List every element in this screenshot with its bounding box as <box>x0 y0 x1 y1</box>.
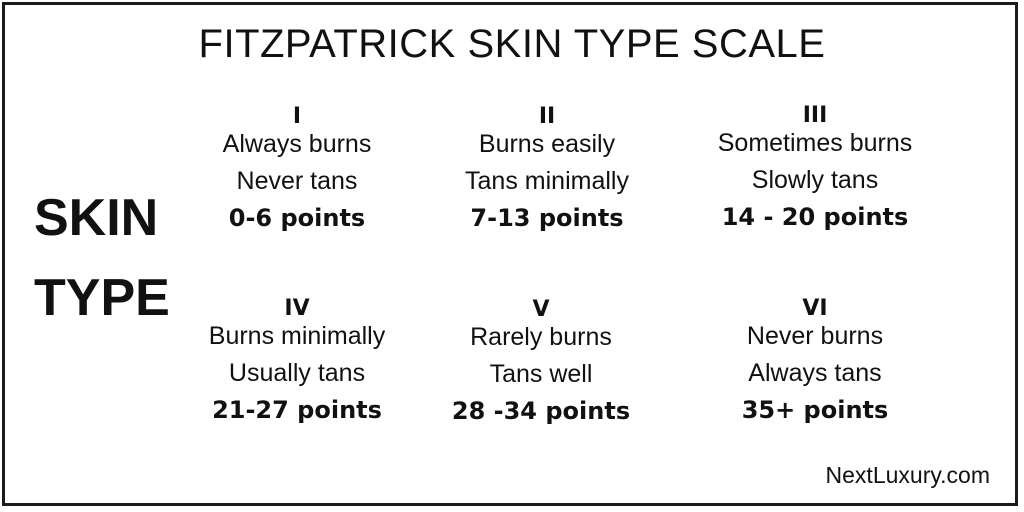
points-range: 14 - 20 points <box>721 203 909 231</box>
brand-credit: NextLuxury.com <box>825 462 990 488</box>
tan-description: Never tans <box>236 167 358 195</box>
page-title: FITZPATRICK SKIN TYPE SCALE <box>198 22 826 66</box>
type-numeral: I <box>292 104 302 129</box>
tan-description: Tans well <box>489 360 593 388</box>
points-range: 21-27 points <box>212 396 382 424</box>
tan-description: Slowly tans <box>751 166 879 194</box>
burn-description: Always burns <box>222 130 372 158</box>
points-range: 28 -34 points <box>451 397 631 425</box>
points-range: 7-13 points <box>470 204 624 232</box>
type-numeral: III <box>802 103 828 128</box>
points-range: 35+ points <box>741 396 889 424</box>
type-numeral: VI <box>802 296 828 321</box>
points-range: 0-6 points <box>228 204 366 232</box>
burn-description: Rarely burns <box>470 323 612 351</box>
burn-description: Burns easily <box>478 130 616 158</box>
tan-description: Usually tans <box>228 359 366 387</box>
tan-description: Always tans <box>748 359 882 387</box>
burn-description: Sometimes burns <box>717 129 913 157</box>
type-numeral: II <box>538 104 556 129</box>
border-frame <box>2 2 1018 506</box>
tan-description: Tans minimally <box>465 167 629 195</box>
side-label-skin: SKIN <box>34 189 159 247</box>
type-numeral: IV <box>284 296 310 321</box>
burn-description: Burns minimally <box>208 322 386 350</box>
type-numeral: V <box>532 297 550 322</box>
side-label-type: TYPE <box>34 269 170 327</box>
burn-description: Never burns <box>746 322 884 350</box>
